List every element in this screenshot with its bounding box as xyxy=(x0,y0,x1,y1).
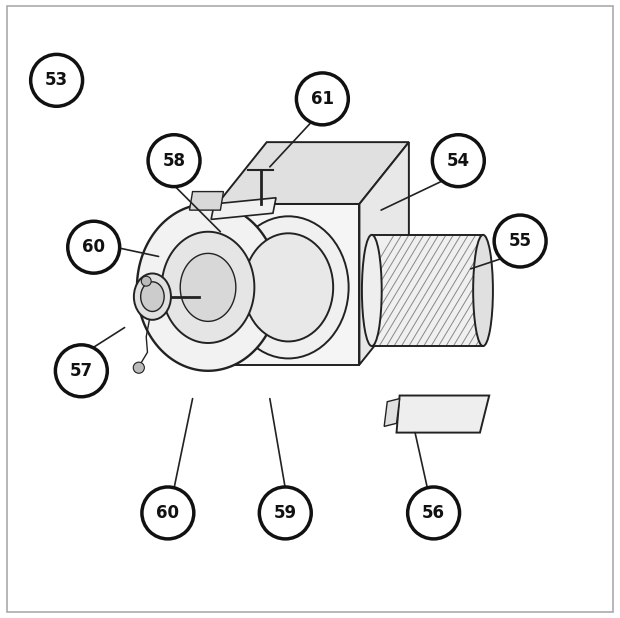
Text: 53: 53 xyxy=(45,71,68,90)
Ellipse shape xyxy=(141,282,164,311)
Text: 56: 56 xyxy=(422,504,445,522)
Text: 54: 54 xyxy=(447,151,470,170)
Circle shape xyxy=(148,135,200,187)
Text: 57: 57 xyxy=(70,362,93,380)
Polygon shape xyxy=(384,399,400,426)
Ellipse shape xyxy=(228,216,348,358)
Circle shape xyxy=(141,276,151,286)
Text: 60: 60 xyxy=(82,238,105,256)
Polygon shape xyxy=(217,142,409,204)
Ellipse shape xyxy=(244,234,333,341)
Polygon shape xyxy=(180,253,236,321)
Text: eReplacementParts.com: eReplacementParts.com xyxy=(250,304,370,314)
Text: 58: 58 xyxy=(162,151,185,170)
Polygon shape xyxy=(217,204,360,365)
Circle shape xyxy=(55,345,107,397)
Text: 61: 61 xyxy=(311,90,334,108)
Polygon shape xyxy=(137,204,279,371)
Circle shape xyxy=(407,487,459,539)
Polygon shape xyxy=(190,192,223,210)
Circle shape xyxy=(142,487,194,539)
Text: 60: 60 xyxy=(156,504,179,522)
Text: 55: 55 xyxy=(508,232,531,250)
Polygon shape xyxy=(211,198,276,219)
Circle shape xyxy=(296,73,348,125)
Circle shape xyxy=(133,362,144,373)
Polygon shape xyxy=(360,142,409,365)
Polygon shape xyxy=(162,232,254,343)
Circle shape xyxy=(30,54,82,106)
Ellipse shape xyxy=(473,235,493,346)
Polygon shape xyxy=(372,235,483,346)
Circle shape xyxy=(494,215,546,267)
Ellipse shape xyxy=(134,273,171,320)
Text: 59: 59 xyxy=(273,504,297,522)
Circle shape xyxy=(259,487,311,539)
Polygon shape xyxy=(397,396,489,433)
Circle shape xyxy=(432,135,484,187)
Circle shape xyxy=(68,221,120,273)
Ellipse shape xyxy=(362,235,382,346)
